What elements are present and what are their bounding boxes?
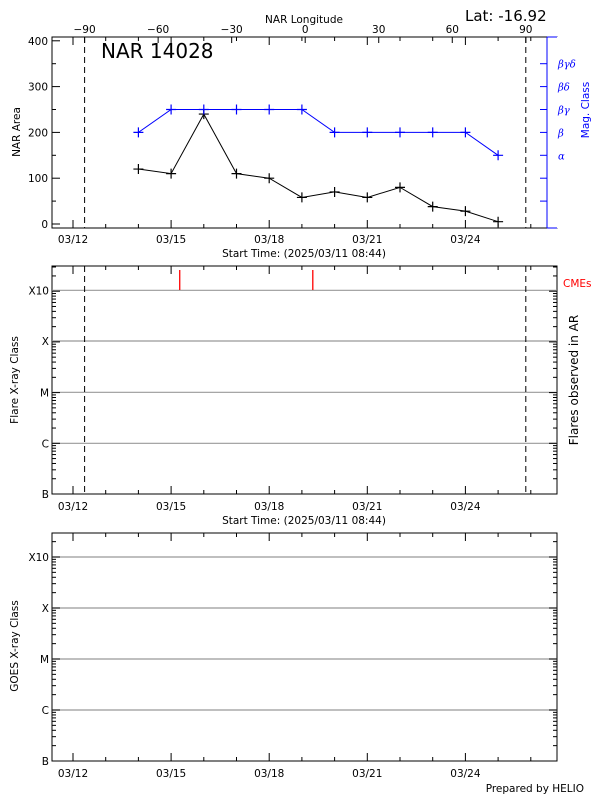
y-tick-label: M <box>40 387 49 399</box>
x-tick-label: 03/21 <box>352 501 382 513</box>
area-series-point <box>133 164 144 175</box>
mag-tick-label: α <box>558 151 565 162</box>
x-tick-label: 03/12 <box>58 768 88 780</box>
area-series-point <box>329 186 340 197</box>
y-tick-label: M <box>40 654 49 666</box>
flare-panel-frame <box>51 265 558 495</box>
x-tick-label: 03/18 <box>254 234 284 246</box>
x-tick-label: 03/24 <box>450 234 481 246</box>
area-series-point <box>296 192 307 203</box>
longitude-tick-label: 30 <box>372 24 385 36</box>
longitude-tick-label: 90 <box>519 24 532 36</box>
cme-label: CMEs <box>563 278 592 290</box>
y-tick-label: 200 <box>28 127 48 139</box>
y-tick-label: X10 <box>28 285 49 297</box>
area-series-point <box>362 192 373 203</box>
mag-class-series-point <box>198 104 209 115</box>
mag-class-series-point <box>231 104 242 115</box>
flares-observed-axis-title: Flares observed in AR <box>567 315 581 445</box>
area-axis-title: NAR Area <box>11 107 23 157</box>
mag-class-series-point <box>427 127 438 138</box>
mag-tick-label: βδ <box>557 83 570 94</box>
x-tick-label: 03/24 <box>450 768 481 780</box>
longitude-axis-title: NAR Longitude <box>265 14 343 26</box>
mag-class-series-point <box>395 127 405 138</box>
latitude-label: Lat: -16.92 <box>465 7 547 25</box>
mag-class-series <box>138 109 499 156</box>
longitude-tick-label: 60 <box>446 24 459 36</box>
goes-class-axis-title: GOES X-ray Class <box>9 600 21 691</box>
area-series-point <box>166 168 177 179</box>
mag-tick-label: βγ <box>557 106 570 117</box>
y-tick-label: B <box>42 489 49 501</box>
area-series-point <box>264 173 275 184</box>
region-title: NAR 14028 <box>101 39 214 63</box>
mag-tick-label: βγδ <box>557 60 576 71</box>
y-tick-label: X <box>42 336 49 348</box>
x-tick-label: 03/24 <box>450 501 481 513</box>
mag-class-series-point <box>460 127 471 138</box>
area-series-point <box>231 168 242 179</box>
x-tick-label: 03/15 <box>156 768 186 780</box>
x-tick-label: 03/21 <box>352 234 382 246</box>
area-series-point <box>395 182 405 193</box>
x-tick-label: 03/15 <box>156 501 186 513</box>
x-tick-label: 03/18 <box>254 768 284 780</box>
y-tick-label: X10 <box>28 552 49 564</box>
mag-class-series-point <box>296 104 307 115</box>
y-tick-label: C <box>42 438 49 450</box>
x-tick-label: 03/21 <box>352 768 382 780</box>
area-panel-frame <box>51 36 558 229</box>
y-tick-label: X <box>42 603 49 615</box>
y-tick-label: B <box>42 756 49 768</box>
mag-class-axis-title: Mag. Class <box>580 82 592 138</box>
mag-class-series-point <box>133 127 144 138</box>
y-tick-label: 0 <box>41 219 48 231</box>
mag-tick-label: β <box>557 128 564 139</box>
y-tick-label: 300 <box>28 82 48 94</box>
area-series-point <box>493 216 504 227</box>
area-series-point <box>460 206 471 217</box>
mag-class-series-point <box>329 127 340 138</box>
mag-class-series-point <box>166 104 177 115</box>
mag-class-series-point <box>362 127 373 138</box>
y-tick-label: 400 <box>28 36 48 48</box>
mag-class-series-point <box>264 104 275 115</box>
goes-panel-frame <box>51 532 558 762</box>
x-tick-label: 03/18 <box>254 501 284 513</box>
footer-credit: Prepared by HELIO <box>486 783 584 795</box>
y-tick-label: 100 <box>28 173 48 185</box>
x-tick-label: 03/12 <box>58 234 88 246</box>
area-series <box>138 113 499 223</box>
longitude-tick-label: −60 <box>147 24 169 36</box>
x-tick-label: 03/15 <box>156 234 186 246</box>
longitude-tick-label: −90 <box>74 24 96 36</box>
mag-class-series-point <box>493 150 504 161</box>
flare-class-axis-title: Flare X-ray Class <box>9 336 21 424</box>
area-series-point <box>427 201 438 212</box>
x-tick-label: 03/12 <box>58 501 88 513</box>
longitude-tick-label: −30 <box>221 24 243 36</box>
y-tick-label: C <box>42 705 49 717</box>
longitude-tick-label: 0 <box>302 24 309 36</box>
x-axis-title-1: Start Time: (2025/03/11 08:44) <box>222 248 386 260</box>
mag-axis-gap <box>548 37 557 228</box>
x-axis-title-2: Start Time: (2025/03/11 08:44) <box>222 515 386 527</box>
